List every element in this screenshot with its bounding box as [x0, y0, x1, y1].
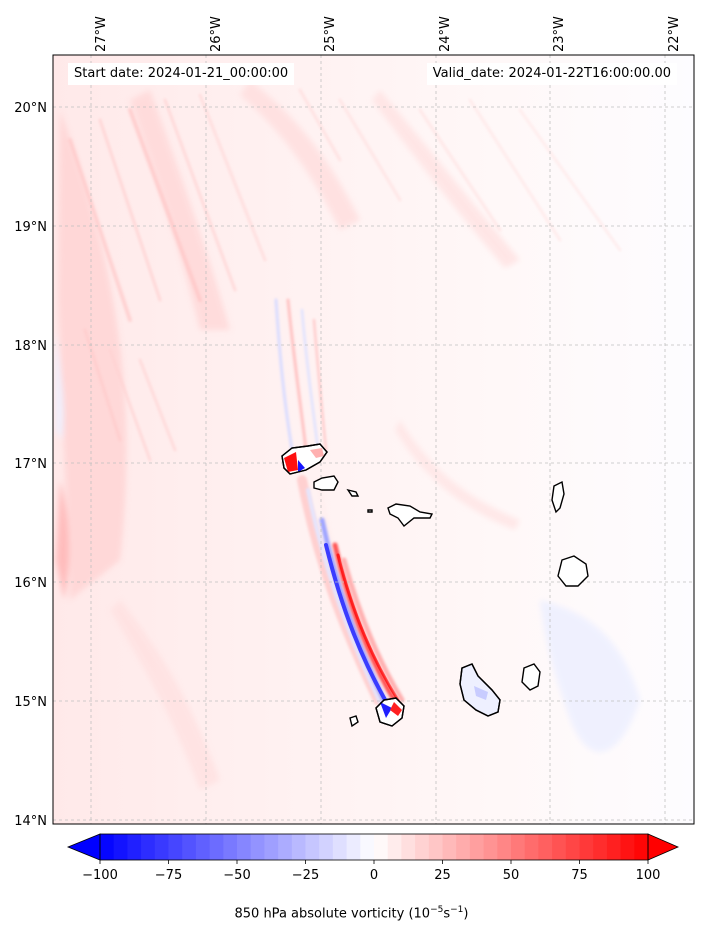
colorbar-cell — [620, 834, 635, 860]
colorbar-cell — [469, 834, 485, 860]
valid-date-label: Valid_date: 2024-01-22T16:00:00.00 — [426, 63, 677, 85]
colorbar-label-exp2: −1 — [450, 905, 464, 915]
lat-label: 17°N — [14, 457, 47, 472]
colorbar-cell — [154, 834, 169, 860]
colorbar-cell — [223, 834, 238, 860]
colorbar-tick-label: −25 — [292, 868, 319, 883]
colorbar-label-text: 850 hPa absolute vorticity (10 — [234, 906, 431, 922]
colorbar-label-close: ) — [463, 906, 469, 922]
lat-label: 19°N — [14, 220, 47, 235]
island-brava — [349, 715, 359, 728]
colorbar-cell — [100, 834, 115, 860]
colorbar-cell — [634, 834, 649, 860]
colorbar-label-exp1: −5 — [430, 905, 444, 915]
island-fogo — [375, 697, 405, 727]
colorbar-cell — [113, 834, 128, 860]
wake-north — [274, 298, 328, 452]
island-coastlines — [281, 443, 589, 728]
colorbar-extend-high — [647, 833, 680, 861]
lon-label: 22°W — [667, 16, 682, 52]
colorbar-label: 850 hPa absolute vorticity (10−5s−1) — [0, 905, 703, 921]
colorbar-cell — [346, 834, 361, 860]
lat-labels: 20°N 19°N 18°N 17°N 16°N 15°N 14°N — [14, 101, 47, 829]
colorbar-tick-label: 25 — [434, 868, 451, 883]
colorbar-cell — [401, 834, 416, 860]
colorbar-cell — [127, 834, 142, 860]
colorbar-cell — [319, 834, 334, 860]
colorbar-cell — [442, 834, 457, 860]
lat-label: 16°N — [14, 576, 47, 591]
lon-label: 23°W — [552, 16, 567, 52]
colorbar-cell — [182, 834, 197, 860]
lon-label: 26°W — [209, 16, 224, 52]
colorbar-cell — [374, 834, 389, 860]
wake-south — [297, 475, 405, 707]
colorbar-ticks: −100 −75 −50 −25 0 25 50 75 100 — [82, 860, 660, 883]
lat-label: 15°N — [14, 695, 47, 710]
colorbar-cell — [305, 834, 320, 860]
island-boa-vista — [557, 555, 589, 587]
colorbar-extend-low — [66, 833, 101, 861]
island-santiago — [459, 663, 501, 717]
lon-labels: 27°W 26°W 25°W 24°W 23°W 22°W — [94, 16, 682, 52]
colorbar: −100 −75 −50 −25 0 25 50 75 100 — [66, 833, 680, 883]
island-ilheu — [367, 509, 373, 513]
colorbar-cell — [278, 834, 293, 860]
colorbar-tick-label: 0 — [370, 868, 378, 883]
colorbar-cell — [250, 834, 265, 860]
colorbar-cell — [593, 834, 608, 860]
colorbar-cell — [456, 834, 471, 860]
lon-label: 27°W — [94, 16, 109, 52]
colorbar-cell — [387, 834, 402, 860]
colorbar-cell — [195, 834, 211, 860]
colorbar-tick-label: 100 — [636, 868, 661, 883]
colorbar-cell — [141, 834, 156, 860]
colorbar-cell — [291, 834, 306, 860]
colorbar-cell — [237, 834, 252, 860]
island-sao-nicolau — [387, 503, 434, 527]
colorbar-cell — [606, 834, 622, 860]
colorbar-tick-label: −50 — [223, 868, 250, 883]
colorbar-tick-label: 75 — [571, 868, 588, 883]
island-sao-vicente — [313, 475, 339, 491]
island-santo-antao — [281, 443, 328, 475]
island-sal — [551, 480, 565, 514]
map-panel[interactable] — [53, 55, 694, 824]
colorbar-cell — [428, 834, 443, 860]
colorbar-cell — [524, 834, 539, 860]
vorticity-streaks — [68, 88, 622, 462]
colorbar-tick-label: −75 — [155, 868, 182, 883]
colorbar-cell — [415, 834, 430, 860]
colorbar-cell — [538, 834, 553, 860]
colorbar-cell — [332, 834, 348, 860]
start-date-label: Start date: 2024-01-21_00:00:00 — [68, 63, 295, 85]
colorbar-cell — [483, 834, 498, 860]
colorbar-cell — [209, 834, 224, 860]
lon-label: 24°W — [438, 16, 453, 52]
colorbar-tick-label: 50 — [503, 868, 520, 883]
colorbar-label-mid: s — [443, 906, 451, 922]
lat-label: 20°N — [14, 101, 47, 116]
colorbar-cell — [565, 834, 580, 860]
colorbar-cell — [360, 834, 375, 860]
island-maio — [521, 663, 541, 691]
colorbar-cell — [497, 834, 512, 860]
lat-label: 14°N — [14, 814, 47, 829]
graticule — [53, 55, 694, 824]
colorbar-cell — [168, 834, 183, 860]
colorbar-cells — [100, 834, 649, 860]
map-frame — [52, 54, 695, 825]
colorbar-cell — [552, 834, 567, 860]
island-santa-luzia — [346, 488, 360, 497]
colorbar-cell — [579, 834, 594, 860]
colorbar-cell — [264, 834, 279, 860]
lon-label: 25°W — [323, 16, 338, 52]
colorbar-cell — [511, 834, 526, 860]
colorbar-tick-label: −100 — [82, 868, 118, 883]
lat-label: 18°N — [14, 339, 47, 354]
